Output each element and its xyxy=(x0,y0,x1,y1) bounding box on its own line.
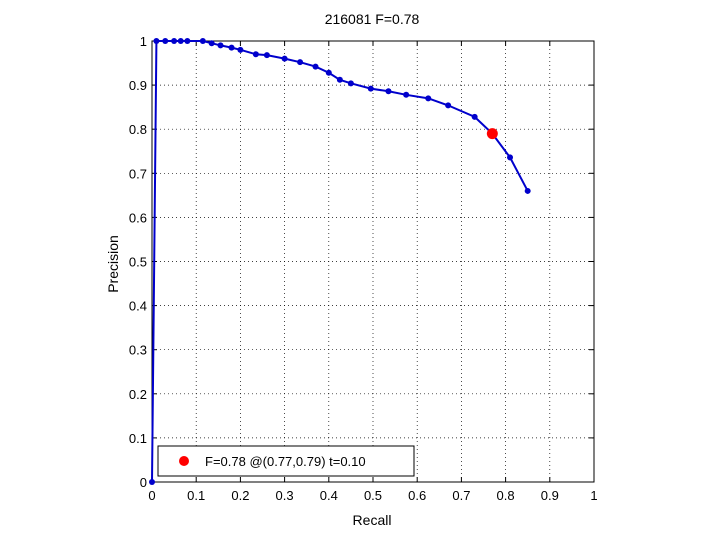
series-point xyxy=(208,40,215,47)
series-point xyxy=(171,38,178,44)
series-point xyxy=(297,59,304,66)
grid xyxy=(152,41,594,482)
series-point xyxy=(149,479,155,485)
legend-box xyxy=(157,445,415,477)
series-point xyxy=(177,38,184,44)
ticks: 0 0.1 0.2 0.3 0.4 0.5 0.6 0.7 0.8 0.9 1 0 0.1 0.2 0.3 0… xyxy=(129,34,598,503)
legend-label: F=0.78 @(0.77,0.79) t=0.10 xyxy=(205,454,366,469)
x-tick-label: 0.9 xyxy=(541,488,559,503)
x-tick-label: 1 xyxy=(590,488,597,503)
y-tick-label: 0.1 xyxy=(129,431,147,446)
x-tick-label: 0 xyxy=(148,488,155,503)
y-tick-label: 0.8 xyxy=(129,122,147,137)
y-tick-label: 0.7 xyxy=(129,166,147,181)
series-point xyxy=(153,38,160,44)
x-tick-label: 0.4 xyxy=(320,488,338,503)
series-point xyxy=(263,52,270,59)
series-point xyxy=(325,69,332,76)
y-tick-label: 1 xyxy=(140,34,147,49)
series-point xyxy=(199,38,206,44)
highlight-point xyxy=(486,128,498,140)
series-line xyxy=(151,40,529,483)
y-tick-label: 0.6 xyxy=(129,210,147,225)
series-point xyxy=(385,88,392,95)
series-point xyxy=(524,187,531,194)
series-point xyxy=(336,76,343,83)
series-point xyxy=(471,113,478,120)
series-point xyxy=(184,38,191,44)
series-point xyxy=(347,80,354,87)
y-tick-label: 0.5 xyxy=(129,255,147,270)
series-point xyxy=(425,95,432,102)
series-point xyxy=(367,85,374,92)
x-tick-label: 0.2 xyxy=(231,488,249,503)
highlight xyxy=(486,128,498,140)
legend-marker xyxy=(179,456,189,466)
x-tick-label: 0.8 xyxy=(497,488,515,503)
y-tick-label: 0.9 xyxy=(129,78,147,93)
series-point xyxy=(228,44,235,51)
series-point xyxy=(281,55,288,62)
series-point xyxy=(162,38,169,44)
x-tick-label: 0.5 xyxy=(364,488,382,503)
x-tick-label: 0.1 xyxy=(187,488,205,503)
series-point xyxy=(252,51,259,58)
y-tick-label: 0.3 xyxy=(129,343,147,358)
series-point xyxy=(445,102,452,109)
series-point xyxy=(403,91,410,98)
series-point xyxy=(312,63,319,70)
legend: F=0.78 @(0.77,0.79) t=0.10 xyxy=(157,445,415,477)
x-tick-label: 0.7 xyxy=(452,488,470,503)
y-tick-label: 0.2 xyxy=(129,387,147,402)
chart-title: 216081 F=0.78 xyxy=(325,11,420,27)
x-axis-label: Recall xyxy=(353,512,392,528)
y-axis-label: Precision xyxy=(105,235,121,293)
y-tick-label: 0 xyxy=(140,475,147,490)
series-point xyxy=(237,46,244,53)
x-tick-label: 0.3 xyxy=(276,488,294,503)
y-tick-label: 0.4 xyxy=(129,299,147,314)
series-point xyxy=(507,154,514,161)
series-point xyxy=(217,42,224,49)
x-tick-label: 0.6 xyxy=(408,488,426,503)
